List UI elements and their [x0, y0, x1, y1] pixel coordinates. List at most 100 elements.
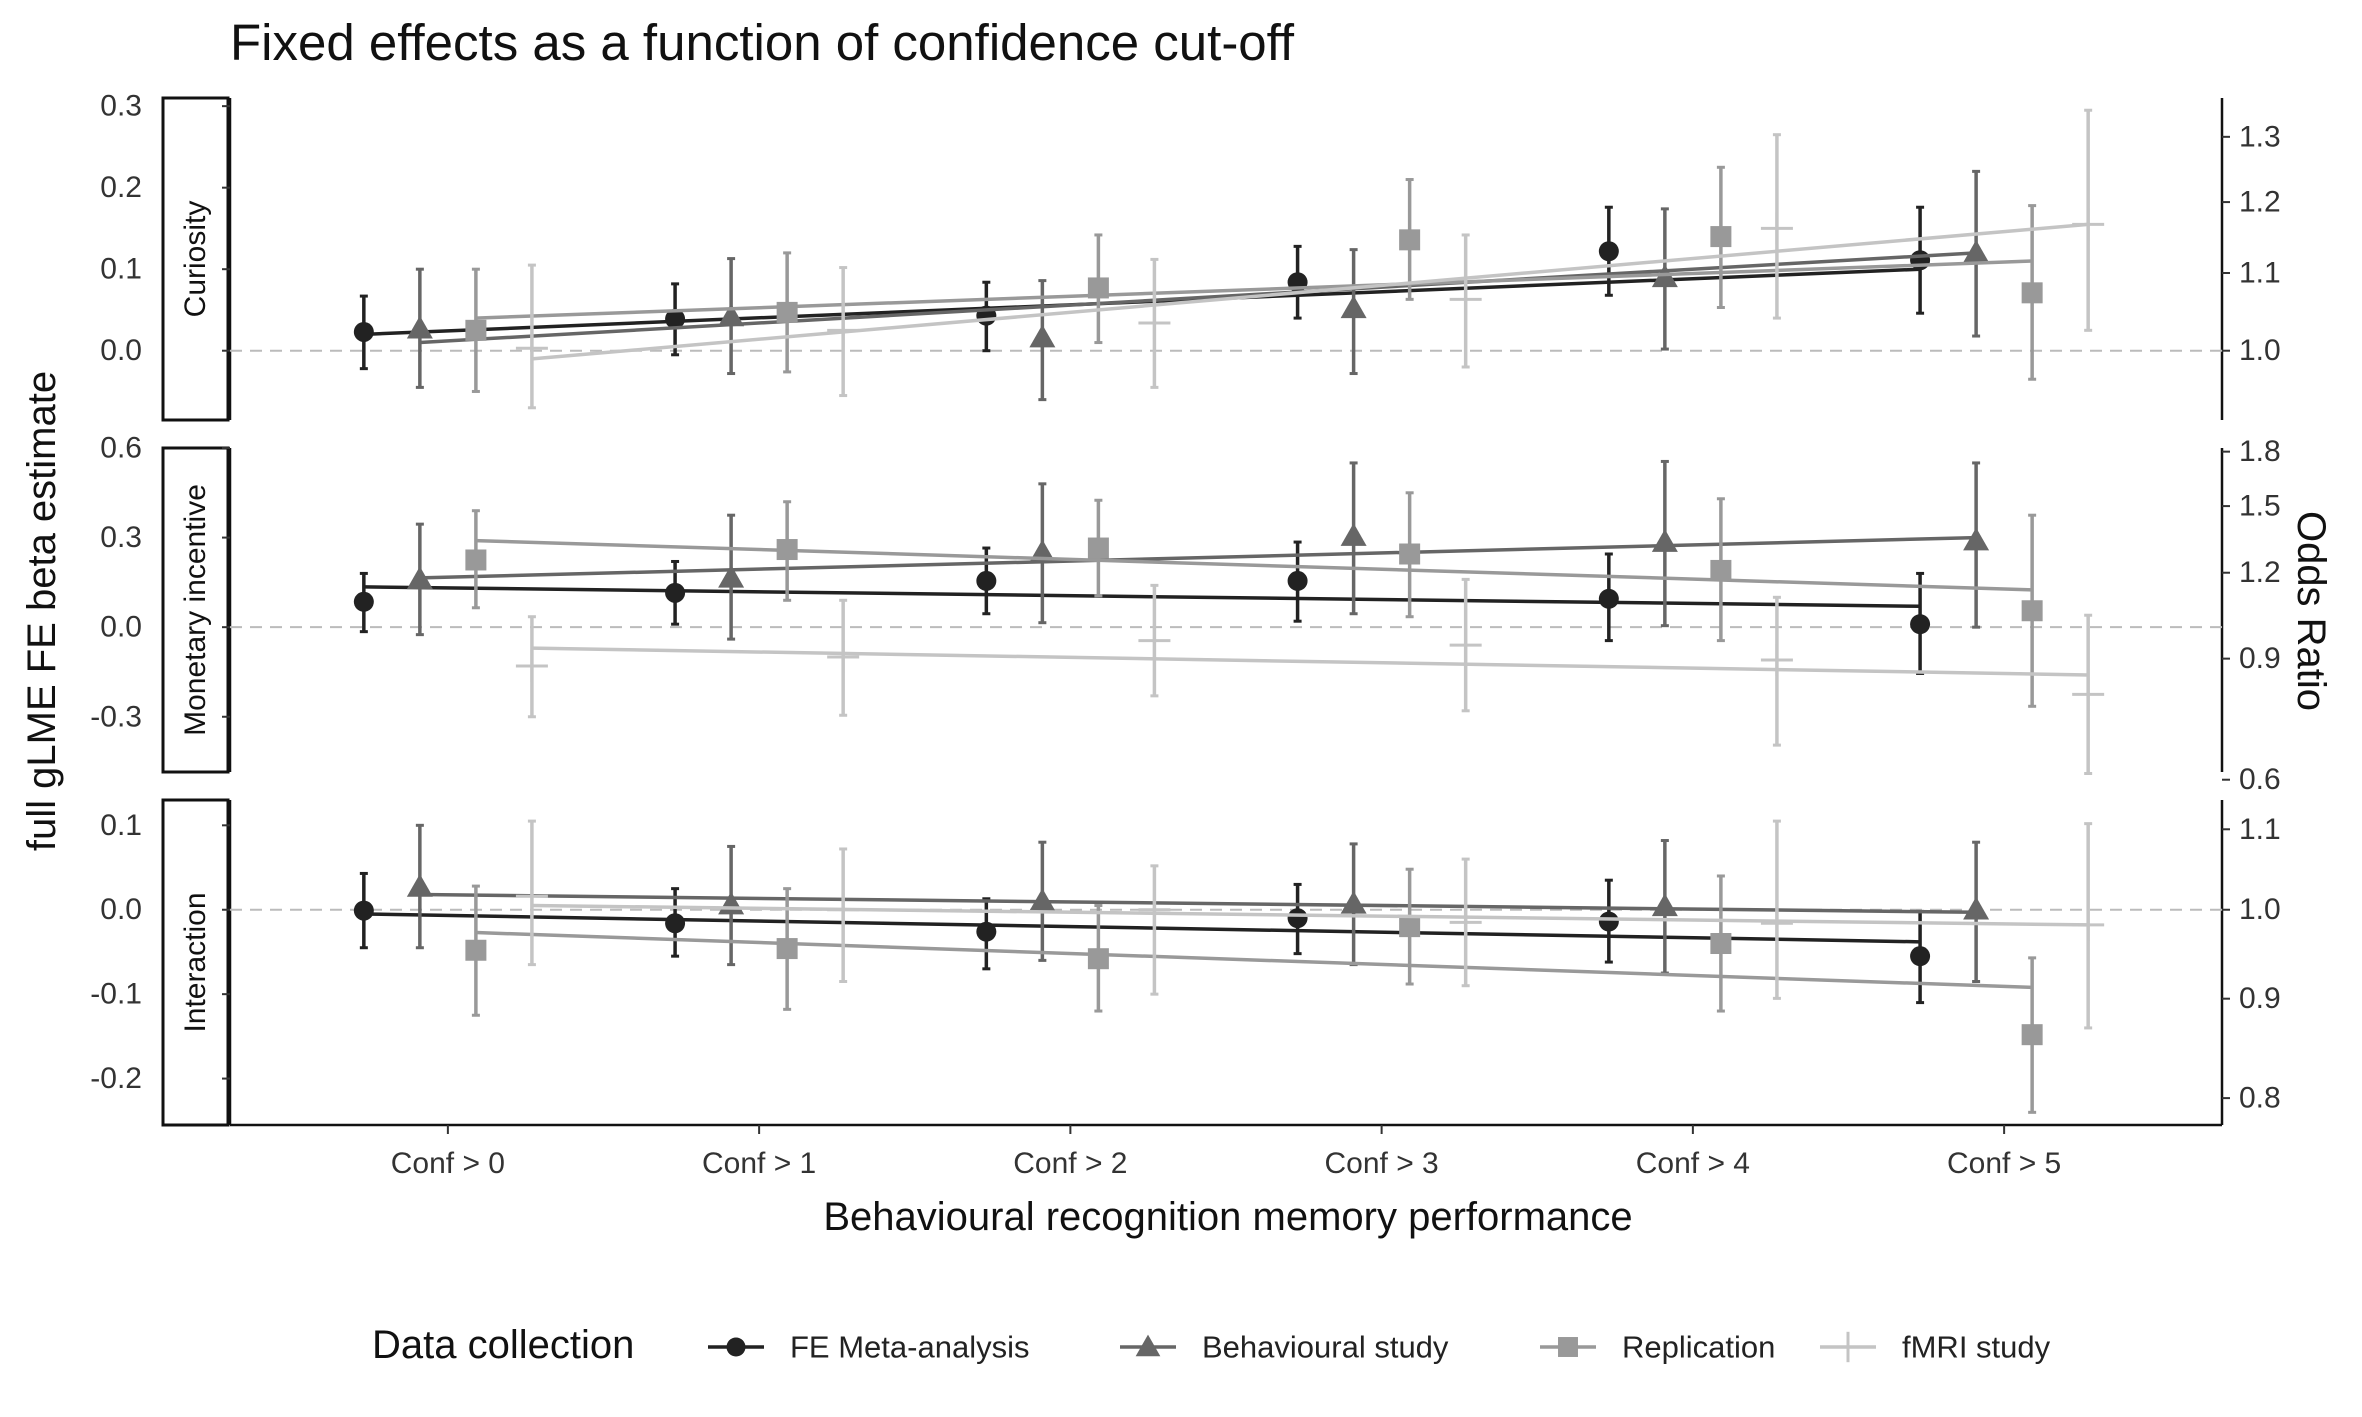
data-point [1287, 570, 1308, 591]
data-point [1760, 907, 1793, 940]
series-behavioural-study [406, 169, 1990, 402]
data-point [1963, 239, 1990, 263]
series-behavioural-study [406, 459, 1990, 641]
panel-curiosity: Curiosity 0.3 0.2 0.1 0.0 1.3 1.2 1.1 1.0 [100, 90, 2281, 422]
data-point [1910, 614, 1931, 635]
or-tick-label: 1.2 [2239, 556, 2281, 589]
data-point [353, 591, 374, 612]
x-tick-label: Conf > 1 [702, 1147, 816, 1180]
data-point [515, 332, 548, 365]
legend-label: Behavioural study [1202, 1330, 1449, 1365]
or-tick-label: 1.0 [2239, 893, 2281, 926]
panel-monetary-incentive: Monetary incentive 0.6 0.3 0.0 -0.3 1.8 1.5 1.2… [90, 432, 2280, 797]
trend-line [419, 251, 1977, 345]
data-point [1029, 324, 1056, 348]
data-point [776, 539, 798, 561]
data-point [827, 314, 860, 347]
y-tick-label: 0.3 [100, 521, 142, 554]
data-point [827, 893, 860, 926]
x-tick-label: Conf > 0 [391, 1147, 505, 1180]
data-point [2021, 1024, 2043, 1046]
x-tick-label: Conf > 3 [1325, 1147, 1439, 1180]
data-point [1138, 893, 1171, 926]
data-point [976, 570, 997, 591]
data-point [1598, 911, 1619, 932]
y-tick-label: -0.3 [90, 700, 142, 733]
trend-line [419, 892, 1977, 915]
legend-entry-behavioural-study: Behavioural study [1120, 1330, 1449, 1365]
legend-key-symbol [726, 1337, 746, 1357]
x-axis-title: Behavioural recognition memory performan… [823, 1195, 1632, 1239]
data-point [2021, 282, 2043, 304]
or-tick-label: 1.8 [2239, 435, 2281, 468]
trend-line [363, 912, 1921, 944]
y-tick-label: 0.3 [100, 90, 142, 123]
series-fe-meta-analysis [353, 205, 1931, 371]
strip-box [161, 798, 230, 1127]
data-point [465, 939, 487, 961]
data-point [1710, 226, 1732, 248]
data-point [406, 873, 433, 897]
trend-line [531, 903, 2089, 927]
chart-title: Fixed effects as a function of confidenc… [230, 14, 1295, 71]
data-point [1340, 295, 1367, 319]
legend-title: Data collection [372, 1323, 634, 1367]
data-point [465, 549, 487, 571]
data-point [665, 582, 686, 603]
or-tick-label: 1.5 [2239, 490, 2281, 523]
series-replication [465, 165, 2043, 393]
y-tick-label: 0.0 [100, 893, 142, 926]
y-axis-right-title: Odds Ratio [2289, 511, 2333, 711]
series-replication [465, 867, 2043, 1114]
trend-line [475, 538, 2033, 592]
trend-line [363, 585, 1921, 609]
or-tick-label: 1.3 [2239, 120, 2281, 153]
data-point [406, 566, 433, 590]
data-point [1087, 277, 1109, 299]
legend-label: Replication [1622, 1330, 1775, 1365]
series-fmri-study [515, 108, 2105, 410]
data-point [2072, 908, 2105, 941]
data-point [406, 315, 433, 339]
data-point [465, 319, 487, 341]
series-behavioural-study [406, 823, 1990, 983]
data-point [2021, 600, 2043, 622]
legend-key-symbol [1832, 1331, 1864, 1363]
legend-label: FE Meta-analysis [790, 1330, 1029, 1365]
data-point [1087, 948, 1109, 970]
trend-line [475, 259, 2033, 320]
or-tick-label: 0.9 [2239, 642, 2281, 675]
legend-entry-fe-meta-analysis: FE Meta-analysis [708, 1330, 1029, 1365]
data-point [1399, 543, 1421, 565]
data-point [353, 900, 374, 921]
data-point [776, 301, 798, 323]
or-tick-label: 0.9 [2239, 982, 2281, 1015]
legend-label: fMRI study [1902, 1330, 2051, 1365]
data-point [776, 938, 798, 960]
strip-label: Interaction [179, 892, 212, 1032]
legend-entry-fmri-study: fMRI study [1820, 1330, 2051, 1365]
trend-line [475, 930, 2033, 990]
data-point [1399, 916, 1421, 938]
x-tick-label: Conf > 2 [1013, 1147, 1127, 1180]
series-replication [465, 491, 2043, 708]
data-point [1710, 933, 1732, 955]
data-point [1340, 523, 1367, 546]
series-fmri-study [515, 577, 2105, 775]
y-tick-label: -0.2 [90, 1062, 142, 1095]
data-point [2072, 678, 2105, 711]
y-tick-label: 0.0 [100, 611, 142, 644]
data-point [1287, 908, 1308, 929]
data-point [1399, 229, 1421, 251]
series-fmri-study [515, 819, 2105, 1030]
data-point [665, 913, 686, 934]
y-tick-label: -0.1 [90, 978, 142, 1011]
data-point [1910, 250, 1931, 271]
data-point [1963, 527, 1990, 551]
data-point [827, 641, 860, 674]
data-point [2072, 208, 2105, 241]
y-tick-label: 0.1 [100, 809, 142, 842]
or-tick-label: 0.8 [2239, 1082, 2281, 1115]
x-tick-label: Conf > 4 [1636, 1147, 1750, 1180]
